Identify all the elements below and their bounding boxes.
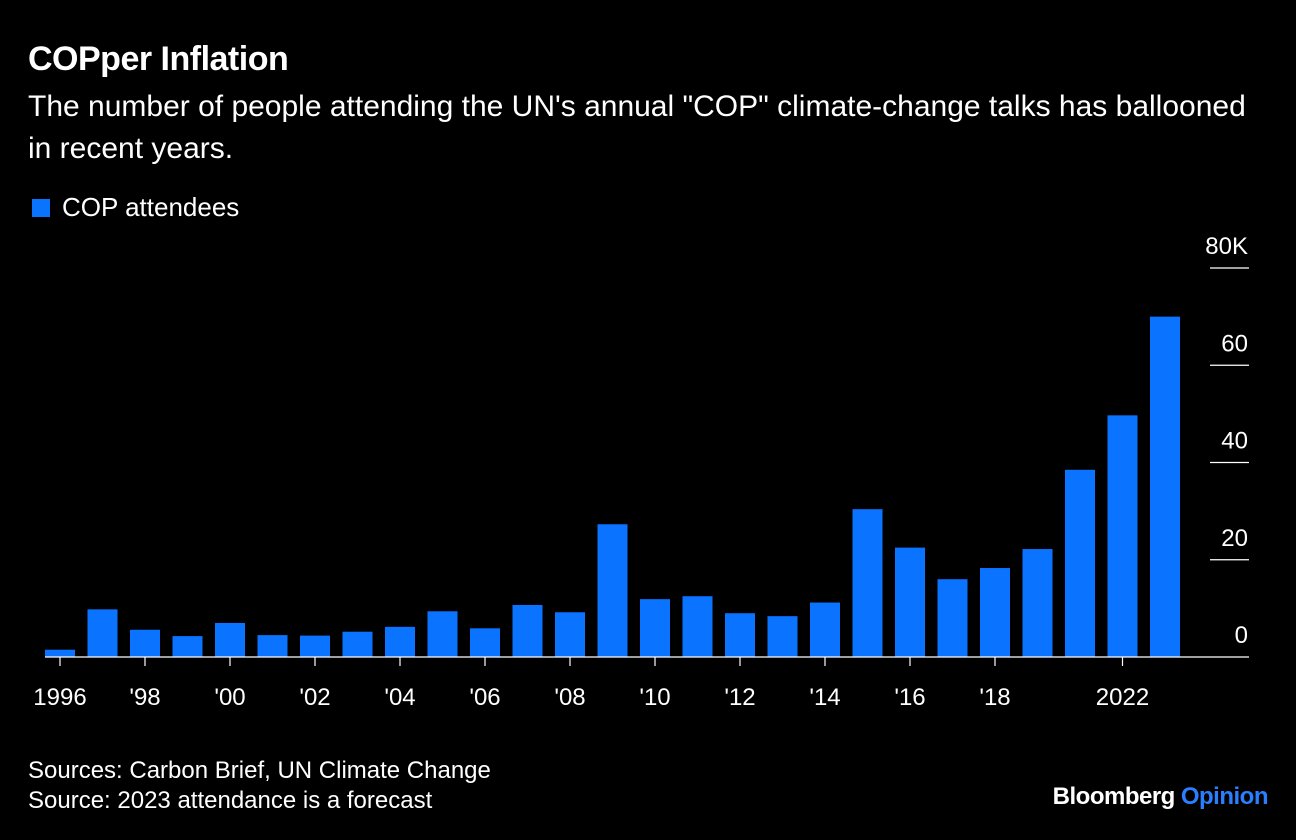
bar-2002: [300, 635, 330, 657]
bar-2013: [767, 616, 798, 657]
legend-swatch: [32, 198, 50, 217]
x-tick-label: '04: [384, 684, 415, 711]
x-tick-label: 2022: [1096, 684, 1149, 711]
x-tick-label: 1996: [33, 684, 86, 711]
bar-2001: [257, 635, 288, 657]
bar-2008: [555, 612, 585, 657]
legend: COP attendees: [32, 192, 239, 223]
bar-2011: [682, 596, 713, 657]
bar-2000: [215, 622, 245, 657]
bar-2005: [427, 611, 458, 657]
x-tick-label: '18: [979, 684, 1010, 711]
x-tick-label: '16: [894, 684, 925, 711]
bar-2023: [1150, 316, 1180, 657]
bar-2010: [640, 599, 670, 657]
bar-1999: [172, 636, 203, 657]
bar-2014: [810, 602, 840, 657]
bar-2007: [512, 604, 543, 657]
bar-2018: [980, 568, 1010, 657]
bar-2003: [342, 631, 373, 657]
y-tick-label: 80K: [1205, 233, 1248, 260]
brand-name: Bloomberg: [1052, 783, 1176, 810]
bar-2022: [1107, 415, 1138, 657]
bar-1996: [45, 649, 75, 657]
y-tick-label: 0: [1235, 622, 1248, 649]
bar-2016: [895, 547, 925, 657]
bar-2021: [1065, 469, 1095, 657]
x-tick-label: '08: [554, 684, 585, 711]
x-tick-label: '10: [639, 684, 670, 711]
brand-accent: Opinion: [1180, 783, 1269, 810]
bar-2019: [1022, 549, 1053, 657]
bar-2006: [470, 628, 500, 657]
bar-1998: [130, 629, 160, 657]
chart-title: COPper Inflation: [28, 40, 289, 78]
y-tick-label: 60: [1221, 330, 1248, 357]
brand-logo: Bloomberg Opinion: [1052, 783, 1269, 811]
y-tick-label: 20: [1221, 525, 1248, 552]
x-tick-label: '12: [724, 684, 755, 711]
sources-note: Sources: Carbon Brief, UN Climate Change: [28, 757, 491, 784]
x-tick-label: '06: [469, 684, 500, 711]
x-tick-label: '02: [299, 684, 330, 711]
forecast-note: Source: 2023 attendance is a forecast: [28, 787, 433, 814]
footer: Sources: Carbon Brief, UN Climate Change…: [28, 756, 491, 816]
bar-2004: [385, 626, 415, 657]
chart-subtitle: The number of people attending the UN's …: [28, 90, 1246, 165]
bar-2009: [597, 524, 628, 657]
x-tick-label: '14: [809, 684, 840, 711]
bar-2012: [725, 613, 755, 657]
bar-1997: [87, 609, 118, 657]
legend-label: COP attendees: [62, 192, 240, 222]
bar-2015: [852, 509, 883, 657]
bar-2017: [937, 579, 968, 657]
y-tick-label: 40: [1221, 428, 1248, 455]
x-tick-label: '00: [214, 684, 245, 711]
x-tick-label: '98: [129, 684, 160, 711]
